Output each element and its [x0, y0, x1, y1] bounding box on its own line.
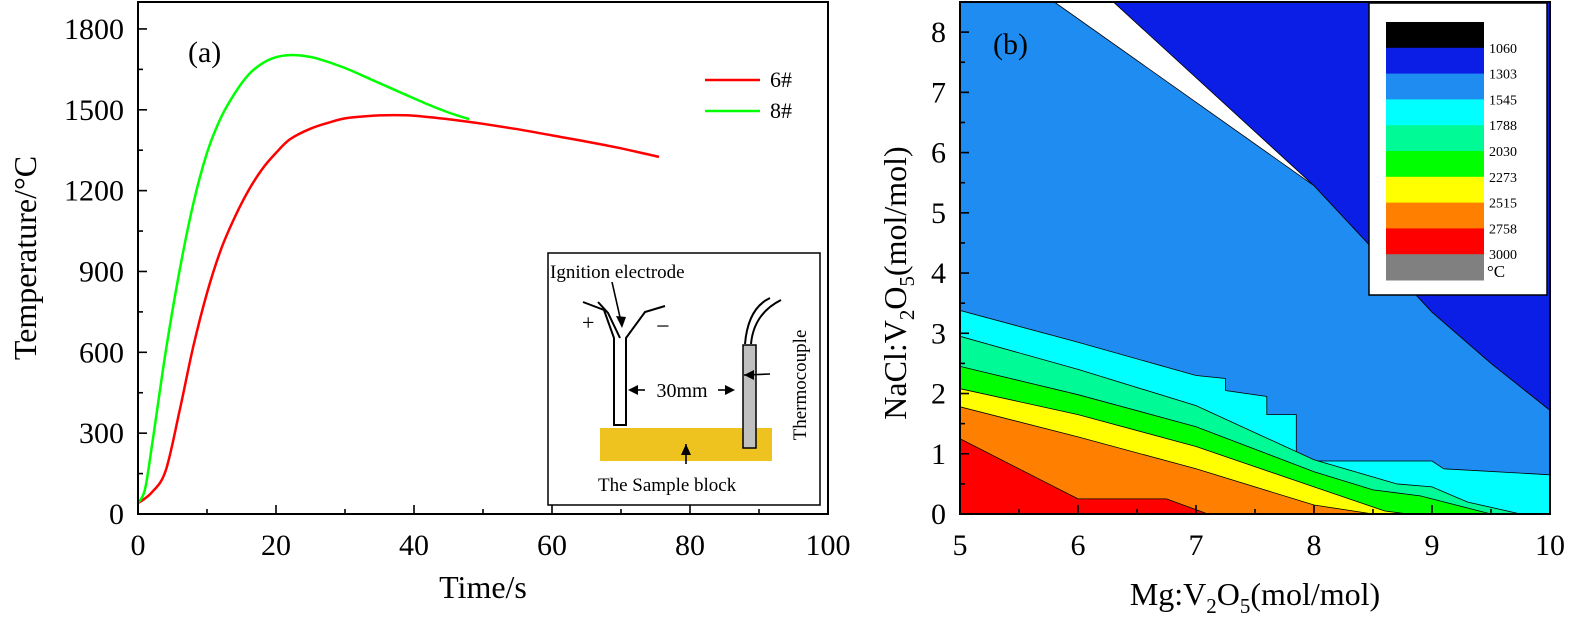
contour-legend-labels: 1060 1303 1545 1788 2030 2273 2515 2758 3000 — [1489, 42, 1517, 263]
legend-label-6: 6# — [770, 67, 792, 92]
contour-legend: 1060 1303 1545 1788 2030 2273 2515 2758 3000 °C — [1368, 2, 1548, 296]
thermocouple-wire-icon — [744, 297, 782, 345]
distance-left-arrowhead — [628, 385, 638, 395]
contour-legend-label: 1303 — [1489, 68, 1517, 83]
contour-legend-label: 2515 — [1489, 197, 1517, 212]
y-tick-label-b: 2 — [931, 378, 946, 411]
panel-a-line-chart: 0 20 40 60 80 100 0 300 600 900 1200 1500 1800 (a) T… — [7, 1, 851, 605]
contour-legend-label: 1060 — [1489, 42, 1517, 57]
inset-schematic: Ignition electrode + − Thermocouple 30mm… — [547, 252, 821, 506]
contour-legend-label: 1788 — [1489, 119, 1517, 134]
panel-a-series-group — [136, 53, 660, 505]
y-tick-label-b: 6 — [931, 137, 946, 170]
x-tick-label-a: 60 — [537, 529, 567, 562]
y-tick-label-a: 0 — [109, 498, 124, 531]
panel-a-ticks: 0 20 40 60 80 100 0 300 600 900 1200 1500 1800 — [64, 13, 851, 562]
panel-a-x-axis-title: Time/s — [439, 569, 527, 605]
distance-right-arrowhead — [725, 385, 735, 395]
y-tick-label-a: 300 — [79, 417, 124, 450]
inset-sample-label: The Sample block — [598, 475, 737, 496]
contour-legend-swatch — [1386, 22, 1484, 49]
panel-b-x-axis-title: Mg:V2O5(mol/mol) — [1130, 576, 1380, 618]
y-tick-label-a: 900 — [79, 255, 124, 288]
y-tick-label-a: 600 — [79, 336, 124, 369]
inset-thermocouple-label: Thermocouple — [790, 330, 811, 441]
panel-a-legend: 6# 8# — [705, 67, 792, 123]
ignition-arrowhead — [616, 316, 626, 328]
x-tick-label-b: 6 — [1071, 529, 1086, 562]
contour-legend-label: 1545 — [1489, 93, 1517, 108]
ignition-electrode-icon — [582, 301, 666, 426]
x-tick-label-a: 100 — [806, 529, 851, 562]
y-tick-label-b: 8 — [931, 16, 946, 49]
inset-minus-sign: − — [656, 314, 670, 340]
x-tick-label-a: 0 — [131, 529, 146, 562]
series-line-8 — [136, 53, 470, 504]
contour-region-2758 — [960, 406, 1374, 514]
y-tick-label-b: 5 — [931, 197, 946, 230]
panel-b-label: (b) — [993, 28, 1028, 61]
x-tick-label-b: 5 — [953, 529, 968, 562]
panel-a-label: (a) — [188, 36, 221, 69]
panel-b-ticks: 5 6 7 8 9 10 0 1 2 3 4 5 6 7 8 — [931, 16, 1565, 562]
contour-legend-swatch — [1386, 99, 1484, 126]
x-tick-label-a: 40 — [399, 529, 429, 562]
contour-region-3000 — [960, 438, 1208, 514]
contour-legend-label: 3000 — [1489, 248, 1517, 263]
contour-legend-swatch — [1386, 151, 1484, 178]
contour-legend-swatch — [1386, 202, 1484, 229]
contour-legend-label: 2030 — [1489, 145, 1517, 160]
contour-legend-swatch — [1386, 228, 1484, 255]
contour-legend-swatch — [1386, 73, 1484, 100]
inset-plus-sign: + — [582, 310, 594, 335]
x-tick-label-a: 80 — [675, 529, 705, 562]
panel-b-contour-chart: 5 6 7 8 9 10 0 1 2 3 4 5 6 7 8 (b) Mg:V2O5(mol/mol) Na… — [877, 1, 1565, 618]
x-tick-label-b: 9 — [1425, 529, 1440, 562]
y-tick-label-a: 1800 — [64, 13, 124, 46]
thermocouple-rod — [742, 344, 757, 449]
contour-legend-swatch — [1386, 254, 1484, 281]
contour-legend-swatch — [1386, 125, 1484, 152]
series-line-6 — [137, 113, 660, 505]
contour-legend-swatch — [1386, 47, 1484, 75]
y-tick-label-a: 1500 — [64, 94, 124, 127]
contour-legend-unit: °C — [1487, 262, 1505, 281]
inset-ignition-label: Ignition electrode — [550, 262, 685, 283]
thermocouple-arrowhead — [744, 370, 754, 380]
x-tick-label-a: 20 — [261, 529, 291, 562]
x-tick-label-b: 10 — [1535, 529, 1565, 562]
panel-a-y-axis-title: Temperature/°C — [7, 156, 43, 360]
inset-distance-label: 30mm — [656, 380, 708, 402]
inset-frame — [547, 252, 821, 506]
y-tick-label-b: 0 — [931, 498, 946, 531]
x-tick-label-b: 8 — [1307, 529, 1322, 562]
contour-legend-swatches — [1386, 22, 1484, 281]
contour-legend-label: 2758 — [1489, 222, 1517, 237]
y-tick-label-b: 7 — [931, 76, 946, 109]
panel-b-y-axis-title: NaCl:V2O5(mol/mol) — [877, 146, 919, 419]
x-tick-label-b: 7 — [1189, 529, 1204, 562]
sample-arrowhead — [681, 444, 691, 455]
y-tick-label-b: 4 — [931, 257, 946, 290]
y-tick-label-a: 1200 — [64, 175, 124, 208]
legend-label-8: 8# — [770, 98, 792, 123]
contour-legend-swatch — [1386, 176, 1484, 204]
y-tick-label-b: 3 — [931, 317, 946, 350]
y-tick-label-b: 1 — [931, 438, 946, 471]
ignition-wire-icon — [597, 301, 621, 339]
contour-legend-label: 2273 — [1489, 171, 1517, 186]
